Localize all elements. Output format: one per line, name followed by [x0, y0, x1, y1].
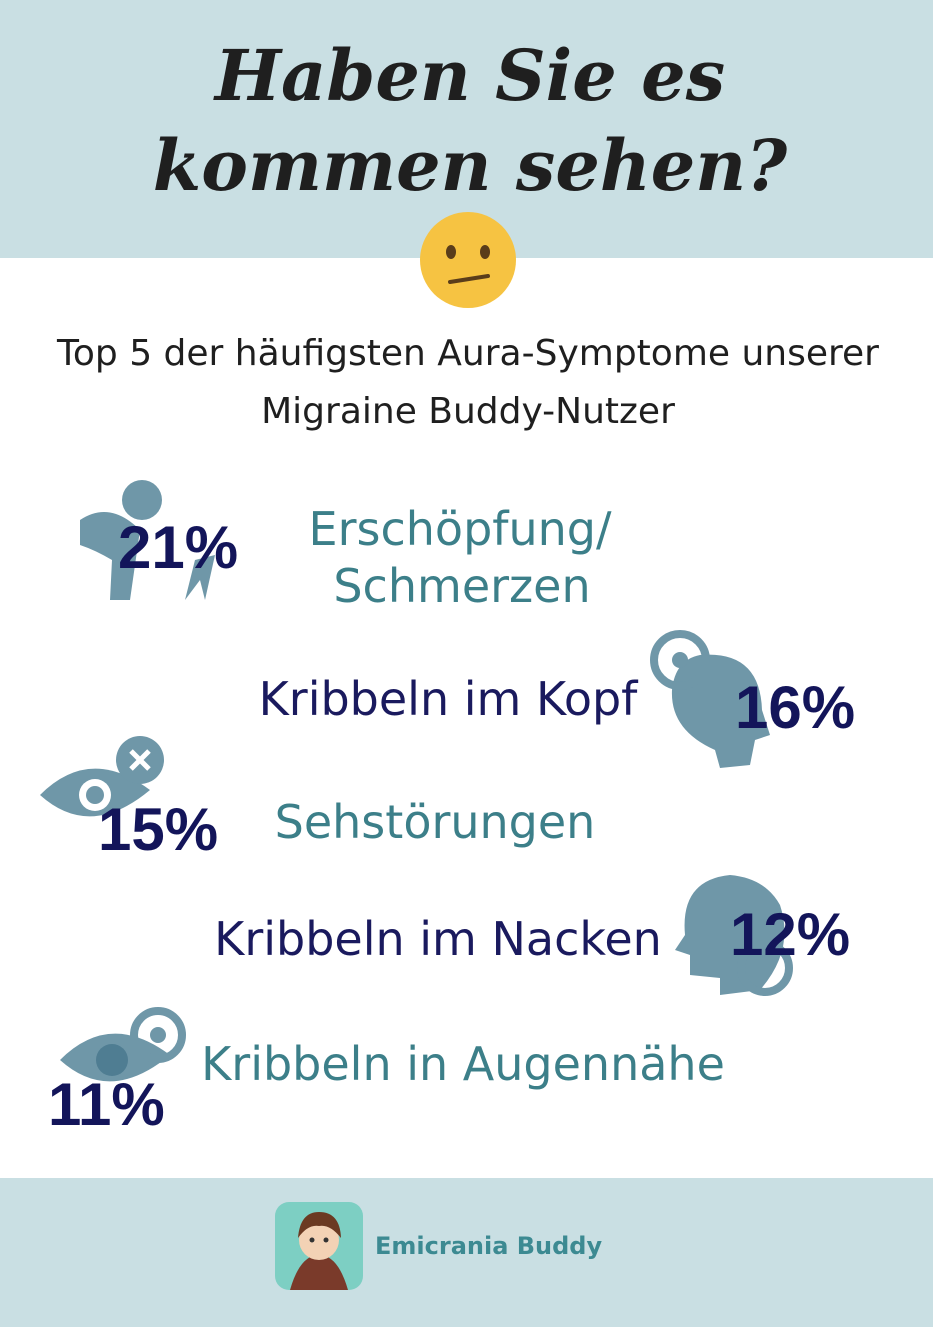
- app-logo: [275, 1202, 363, 1290]
- head-icon: [650, 630, 770, 768]
- percent: 21%: [118, 514, 238, 581]
- symptom-label: Schmerzen: [333, 559, 590, 613]
- brand-name: Emicrania Buddy: [375, 1232, 602, 1260]
- subtitle-line: Top 5 der häufigsten Aura-Symptome unser…: [56, 333, 879, 374]
- neck-icon: [675, 875, 793, 996]
- eye-tingle-icon: [60, 1007, 186, 1082]
- symptom-label: Kribbeln in Augennähe: [201, 1037, 725, 1091]
- percent: 12%: [730, 901, 850, 968]
- footer-band: [0, 1178, 933, 1327]
- title-line: Haben Sie es: [213, 34, 725, 117]
- subtitle-line: Migraine Buddy-Nutzer: [261, 391, 675, 432]
- title-line: kommen sehen?: [153, 124, 788, 207]
- symptom-label: Sehstörungen: [275, 795, 596, 849]
- eye-icon: [40, 736, 164, 817]
- percent: 15%: [98, 796, 218, 863]
- symptom-label: Erschöpfung/: [309, 502, 612, 556]
- percent: 11%: [48, 1071, 165, 1138]
- fatigue-icon: [80, 480, 215, 600]
- percent: 16%: [735, 674, 855, 741]
- symptom-label: Kribbeln im Kopf: [259, 672, 640, 726]
- emoji: [420, 212, 516, 308]
- symptom-label: Kribbeln im Nacken: [214, 912, 662, 966]
